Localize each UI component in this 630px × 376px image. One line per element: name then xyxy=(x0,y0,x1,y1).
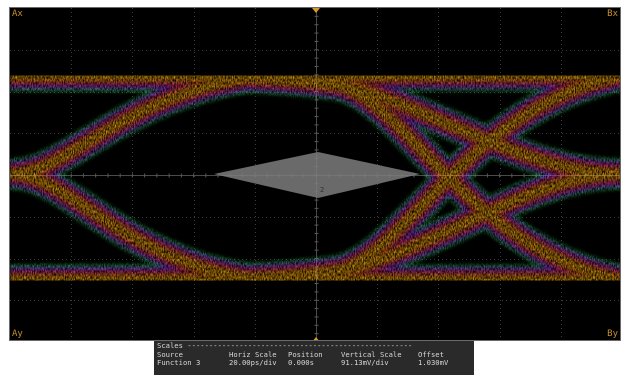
value-position: 0.000s xyxy=(288,358,314,368)
header-horiz-scale: Horiz Scale xyxy=(229,349,277,359)
value-horiz-scale: 20.00ps/div xyxy=(229,358,277,368)
scales-title: Scales ---------------------------------… xyxy=(157,341,413,350)
waveform-canvas: 2 xyxy=(10,8,620,340)
cursor-by-label[interactable]: By xyxy=(607,329,618,339)
value-source: Function 3 xyxy=(157,358,201,368)
header-vertical-scale: Vertical Scale xyxy=(341,349,402,359)
mask-region-label: 2 xyxy=(320,186,324,194)
top-trigger-marker xyxy=(312,8,320,13)
cursor-ax-label[interactable]: Ax xyxy=(12,9,23,19)
cross-up-trace xyxy=(10,72,620,284)
cross-down-trace xyxy=(10,72,620,284)
bottom-trigger-marker xyxy=(313,337,319,340)
header-source: Source xyxy=(157,349,183,359)
header-offset: Offset xyxy=(418,349,444,359)
value-offset: 1.030mV xyxy=(418,358,449,368)
header-position: Position xyxy=(288,349,323,359)
eye-mask-diamond[interactable] xyxy=(214,152,420,198)
scales-panel: Scales ---------------------------------… xyxy=(154,341,474,375)
value-vertical-scale: 91.13mV/div xyxy=(341,358,389,368)
cursor-bx-label[interactable]: Bx xyxy=(607,9,618,19)
eye-pattern xyxy=(10,59,620,297)
eye-diagram-display[interactable]: 2 Ax Bx Ay By xyxy=(9,7,621,341)
cursor-ay-label[interactable]: Ay xyxy=(12,329,23,339)
trigger-markers xyxy=(312,8,320,340)
